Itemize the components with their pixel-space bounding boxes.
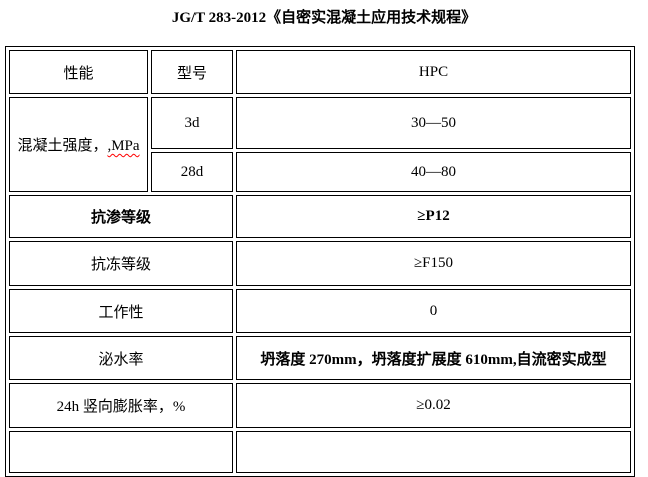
- impermeability-label: 抗渗等级: [9, 195, 233, 238]
- table-row-strength-3d: 混凝土强度，,MPa 3d 30—50: [9, 97, 631, 192]
- table-row-header: 性能 型号 HPC: [9, 50, 631, 94]
- document-title: JG/T 283-2012《自密实混凝土应用技术规程》: [171, 10, 477, 26]
- strength-label-typo-spellcheck: ,MPa: [107, 138, 140, 154]
- frost-resistance-label: 抗冻等级: [9, 241, 233, 286]
- header-cell-performance: 性能: [9, 50, 148, 94]
- partial-row-value-cell: [236, 431, 631, 473]
- table-row-impermeability: 抗渗等级 ≥P12: [9, 195, 631, 238]
- vertical-expansion-label: 24h 竖向膨胀率，%: [9, 383, 233, 428]
- strength-value-28d: 40—80: [236, 152, 631, 192]
- bleeding-rate-label: 泌水率: [9, 336, 233, 380]
- frost-resistance-value: ≥F150: [236, 241, 631, 286]
- strength-age-3d: 3d: [151, 97, 233, 149]
- impermeability-value: ≥P12: [236, 195, 631, 238]
- header-cell-model: 型号: [151, 50, 233, 94]
- table-row-frost-resistance: 抗冻等级 ≥F150: [9, 241, 631, 286]
- strength-age-28d: 28d: [151, 152, 233, 192]
- strength-value-3d: 30—50: [236, 97, 631, 149]
- partial-row-label-cell: [9, 431, 233, 473]
- strength-label-cell: 混凝土强度，,MPa: [9, 97, 148, 192]
- workability-value: 0: [236, 289, 631, 333]
- vertical-expansion-value: ≥0.02: [236, 383, 631, 428]
- table-row-bleeding-rate: 泌水率 坍落度 270mm，坍落度扩展度 610mm,自流密实成型: [9, 336, 631, 380]
- strength-label-text: 混凝土强度，: [17, 138, 108, 154]
- table-row-partial-cutoff: [9, 431, 631, 473]
- table-row-workability: 工作性 0: [9, 289, 631, 333]
- bleeding-rate-value: 坍落度 270mm，坍落度扩展度 610mm,自流密实成型: [236, 336, 631, 380]
- table-row-strength-28d: 28d 40—80: [9, 152, 631, 192]
- workability-label: 工作性: [9, 289, 233, 333]
- spec-table: 性能 型号 HPC 混凝土强度，,MPa 3d 30—50 28d 40—80 …: [5, 46, 635, 477]
- header-cell-product: HPC: [236, 50, 631, 94]
- table-row-vertical-expansion: 24h 竖向膨胀率，% ≥0.02: [9, 383, 631, 428]
